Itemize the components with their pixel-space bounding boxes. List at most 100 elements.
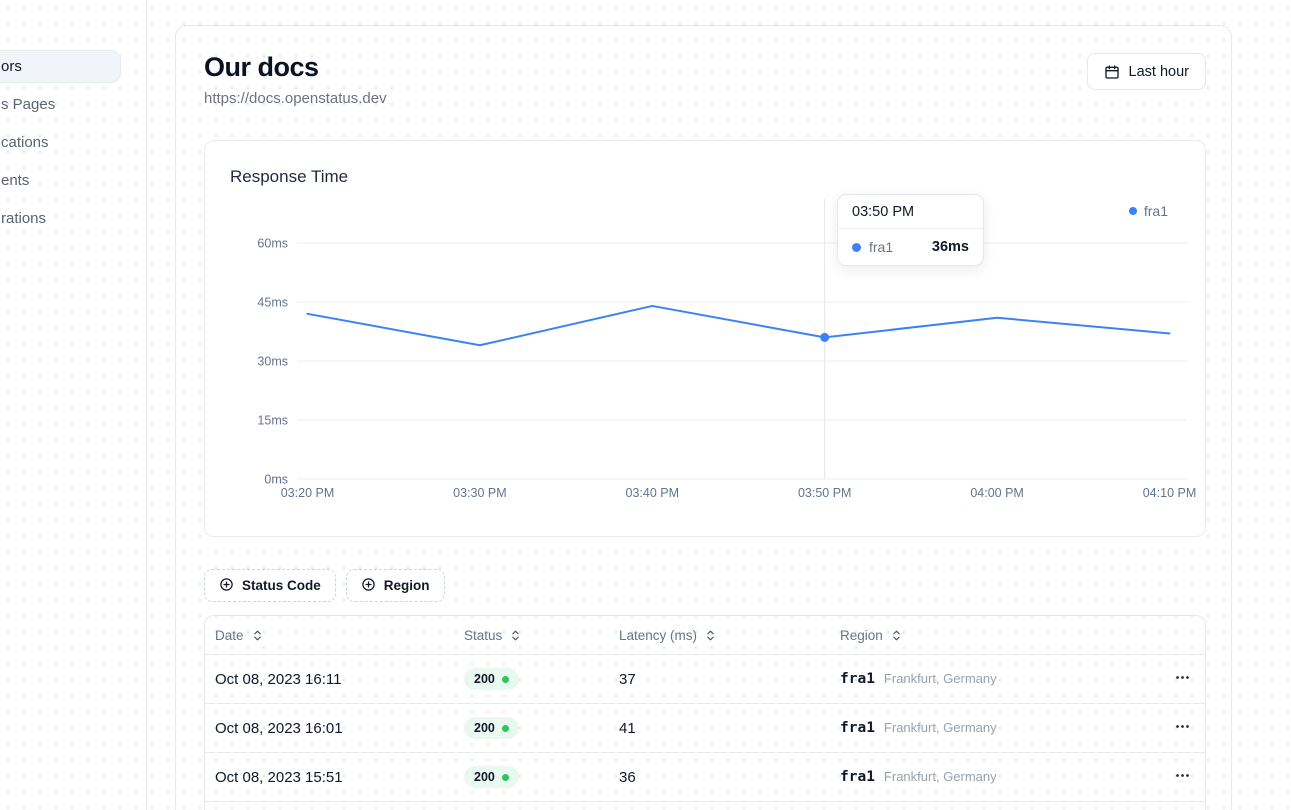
sort-icon[interactable] xyxy=(509,629,522,642)
status-badge: 200 xyxy=(464,766,519,788)
table-row-partial xyxy=(205,801,1205,810)
sort-icon[interactable] xyxy=(251,629,264,642)
status-ok-dot-icon xyxy=(501,724,509,732)
sidebar-item-label: cations xyxy=(1,134,49,151)
sidebar-item-label: rations xyxy=(1,210,47,227)
legend-dot-icon xyxy=(1128,207,1137,215)
results-table: Date Status Latency (ms) Region Oct 08, … xyxy=(204,615,1206,810)
cell-region: fra1 Frankfurt, Germany xyxy=(840,720,1139,736)
status-code: 200 xyxy=(474,770,495,784)
svg-text:45ms: 45ms xyxy=(257,296,288,310)
cell-latency: 41 xyxy=(619,719,636,737)
tooltip-series-label: fra1 xyxy=(869,239,894,255)
table-row[interactable]: Oct 08, 2023 16:11 200 37 fra1 Frankfurt… xyxy=(205,654,1205,703)
svg-text:03:50 PM: 03:50 PM xyxy=(798,486,852,500)
cell-date: Oct 08, 2023 15:51 xyxy=(215,768,343,786)
filter-button-label: Region xyxy=(383,578,430,593)
cell-latency: 37 xyxy=(619,670,636,688)
sort-icon[interactable] xyxy=(704,629,717,642)
column-header-date[interactable]: Date xyxy=(215,628,464,643)
table-row[interactable]: Oct 08, 2023 16:01 200 41 fra1 Frankfurt… xyxy=(205,703,1205,752)
svg-text:03:20 PM: 03:20 PM xyxy=(281,486,335,500)
page-header: Our docs https://docs.openstatus.dev Las… xyxy=(204,52,1206,107)
table-row[interactable]: Oct 08, 2023 15:51 200 36 fra1 Frankfurt… xyxy=(205,752,1205,801)
row-actions-button[interactable] xyxy=(1139,718,1195,738)
plus-circle-icon xyxy=(361,577,376,595)
svg-text:15ms: 15ms xyxy=(257,414,288,428)
region-code: fra1 xyxy=(840,720,875,736)
region-code: fra1 xyxy=(840,671,875,687)
sidebar-item-monitors[interactable]: ors xyxy=(0,50,121,83)
tooltip-series-dot-icon xyxy=(852,242,861,252)
column-header-status[interactable]: Status xyxy=(464,628,619,643)
plus-circle-icon xyxy=(219,577,234,595)
status-badge: 200 xyxy=(464,668,519,690)
cell-region: fra1 Frankfurt, Germany xyxy=(840,671,1139,687)
column-label: Region xyxy=(840,627,883,643)
cell-status: 200 xyxy=(464,766,619,788)
page-title-block: Our docs https://docs.openstatus.dev xyxy=(204,52,387,107)
response-time-chart: 0ms 15ms 30ms 45ms 60ms 03:20 PM 03:30 PM 03:40… xyxy=(257,199,1197,500)
row-actions-button[interactable] xyxy=(1139,767,1195,787)
calendar-icon xyxy=(1104,64,1120,80)
column-label: Status xyxy=(464,627,503,643)
status-badge: 200 xyxy=(464,717,519,739)
column-header-latency[interactable]: Latency (ms) xyxy=(619,628,840,643)
sidebar-item-label: ors xyxy=(1,58,22,75)
monitor-url: https://docs.openstatus.dev xyxy=(204,90,387,107)
cell-latency: 36 xyxy=(619,768,636,786)
cell-status: 200 xyxy=(464,668,619,690)
sort-icon[interactable] xyxy=(890,629,903,642)
add-status-code-filter-button[interactable]: Status Code xyxy=(204,569,336,602)
filter-button-label: Status Code xyxy=(242,578,321,593)
cell-region: fra1 Frankfurt, Germany xyxy=(840,769,1139,785)
chart-tooltip: 03:50 PM fra1 36ms xyxy=(837,194,984,266)
sidebar-divider xyxy=(146,0,147,810)
add-region-filter-button[interactable]: Region xyxy=(345,569,445,602)
tooltip-time: 03:50 PM xyxy=(838,195,983,229)
tooltip-row: fra1 36ms xyxy=(838,229,983,265)
sidebar-item-integrations[interactable]: rations xyxy=(0,202,121,235)
svg-text:03:30 PM: 03:30 PM xyxy=(453,486,507,500)
region-code: fra1 xyxy=(840,769,875,785)
response-time-card: Response Time 0ms 15ms 30ms 45ms 60ms 03:20 P… xyxy=(204,140,1206,537)
monitor-detail-panel: Our docs https://docs.openstatus.dev Las… xyxy=(175,25,1232,810)
time-range-button[interactable]: Last hour xyxy=(1086,53,1206,90)
status-code: 200 xyxy=(474,672,495,686)
status-ok-dot-icon xyxy=(501,773,509,781)
time-range-label: Last hour xyxy=(1128,63,1189,80)
cell-status: 200 xyxy=(464,717,619,739)
row-actions-button[interactable] xyxy=(1139,669,1195,689)
column-label: Date xyxy=(215,627,244,643)
region-name: Frankfurt, Germany xyxy=(883,769,997,784)
cell-date: Oct 08, 2023 16:01 xyxy=(215,719,343,737)
sidebar: ors s Pages cations ents rations xyxy=(0,50,121,235)
sidebar-item-notifications[interactable]: cations xyxy=(0,126,121,159)
svg-text:60ms: 60ms xyxy=(257,237,288,251)
chart-title: Response Time xyxy=(230,167,349,186)
more-horizontal-icon xyxy=(1174,718,1191,738)
more-horizontal-icon xyxy=(1174,767,1191,787)
cell-date: Oct 08, 2023 16:11 xyxy=(215,670,342,688)
more-horizontal-icon xyxy=(1174,669,1191,689)
svg-text:0ms: 0ms xyxy=(264,473,288,487)
svg-text:03:40 PM: 03:40 PM xyxy=(626,486,680,500)
table-header-row: Date Status Latency (ms) Region xyxy=(205,616,1205,654)
svg-text:30ms: 30ms xyxy=(257,355,288,369)
svg-text:04:00 PM: 04:00 PM xyxy=(970,486,1024,500)
svg-text:04:10 PM: 04:10 PM xyxy=(1143,486,1197,500)
sidebar-item-label: s Pages xyxy=(1,96,56,113)
chart-legend[interactable]: fra1 xyxy=(1128,203,1168,219)
page-title: Our docs xyxy=(204,52,319,82)
legend-label: fra1 xyxy=(1143,203,1168,219)
filter-buttons-row: Status Code Region xyxy=(204,569,1206,602)
status-code: 200 xyxy=(474,721,495,735)
column-header-region[interactable]: Region xyxy=(840,628,1139,643)
column-label: Latency (ms) xyxy=(619,627,698,643)
region-name: Frankfurt, Germany xyxy=(883,720,997,735)
sidebar-item-status-pages[interactable]: s Pages xyxy=(0,88,121,121)
region-name: Frankfurt, Germany xyxy=(883,671,997,686)
sidebar-item-incidents[interactable]: ents xyxy=(0,164,121,197)
tooltip-value: 36ms xyxy=(931,239,969,255)
status-ok-dot-icon xyxy=(501,675,509,683)
